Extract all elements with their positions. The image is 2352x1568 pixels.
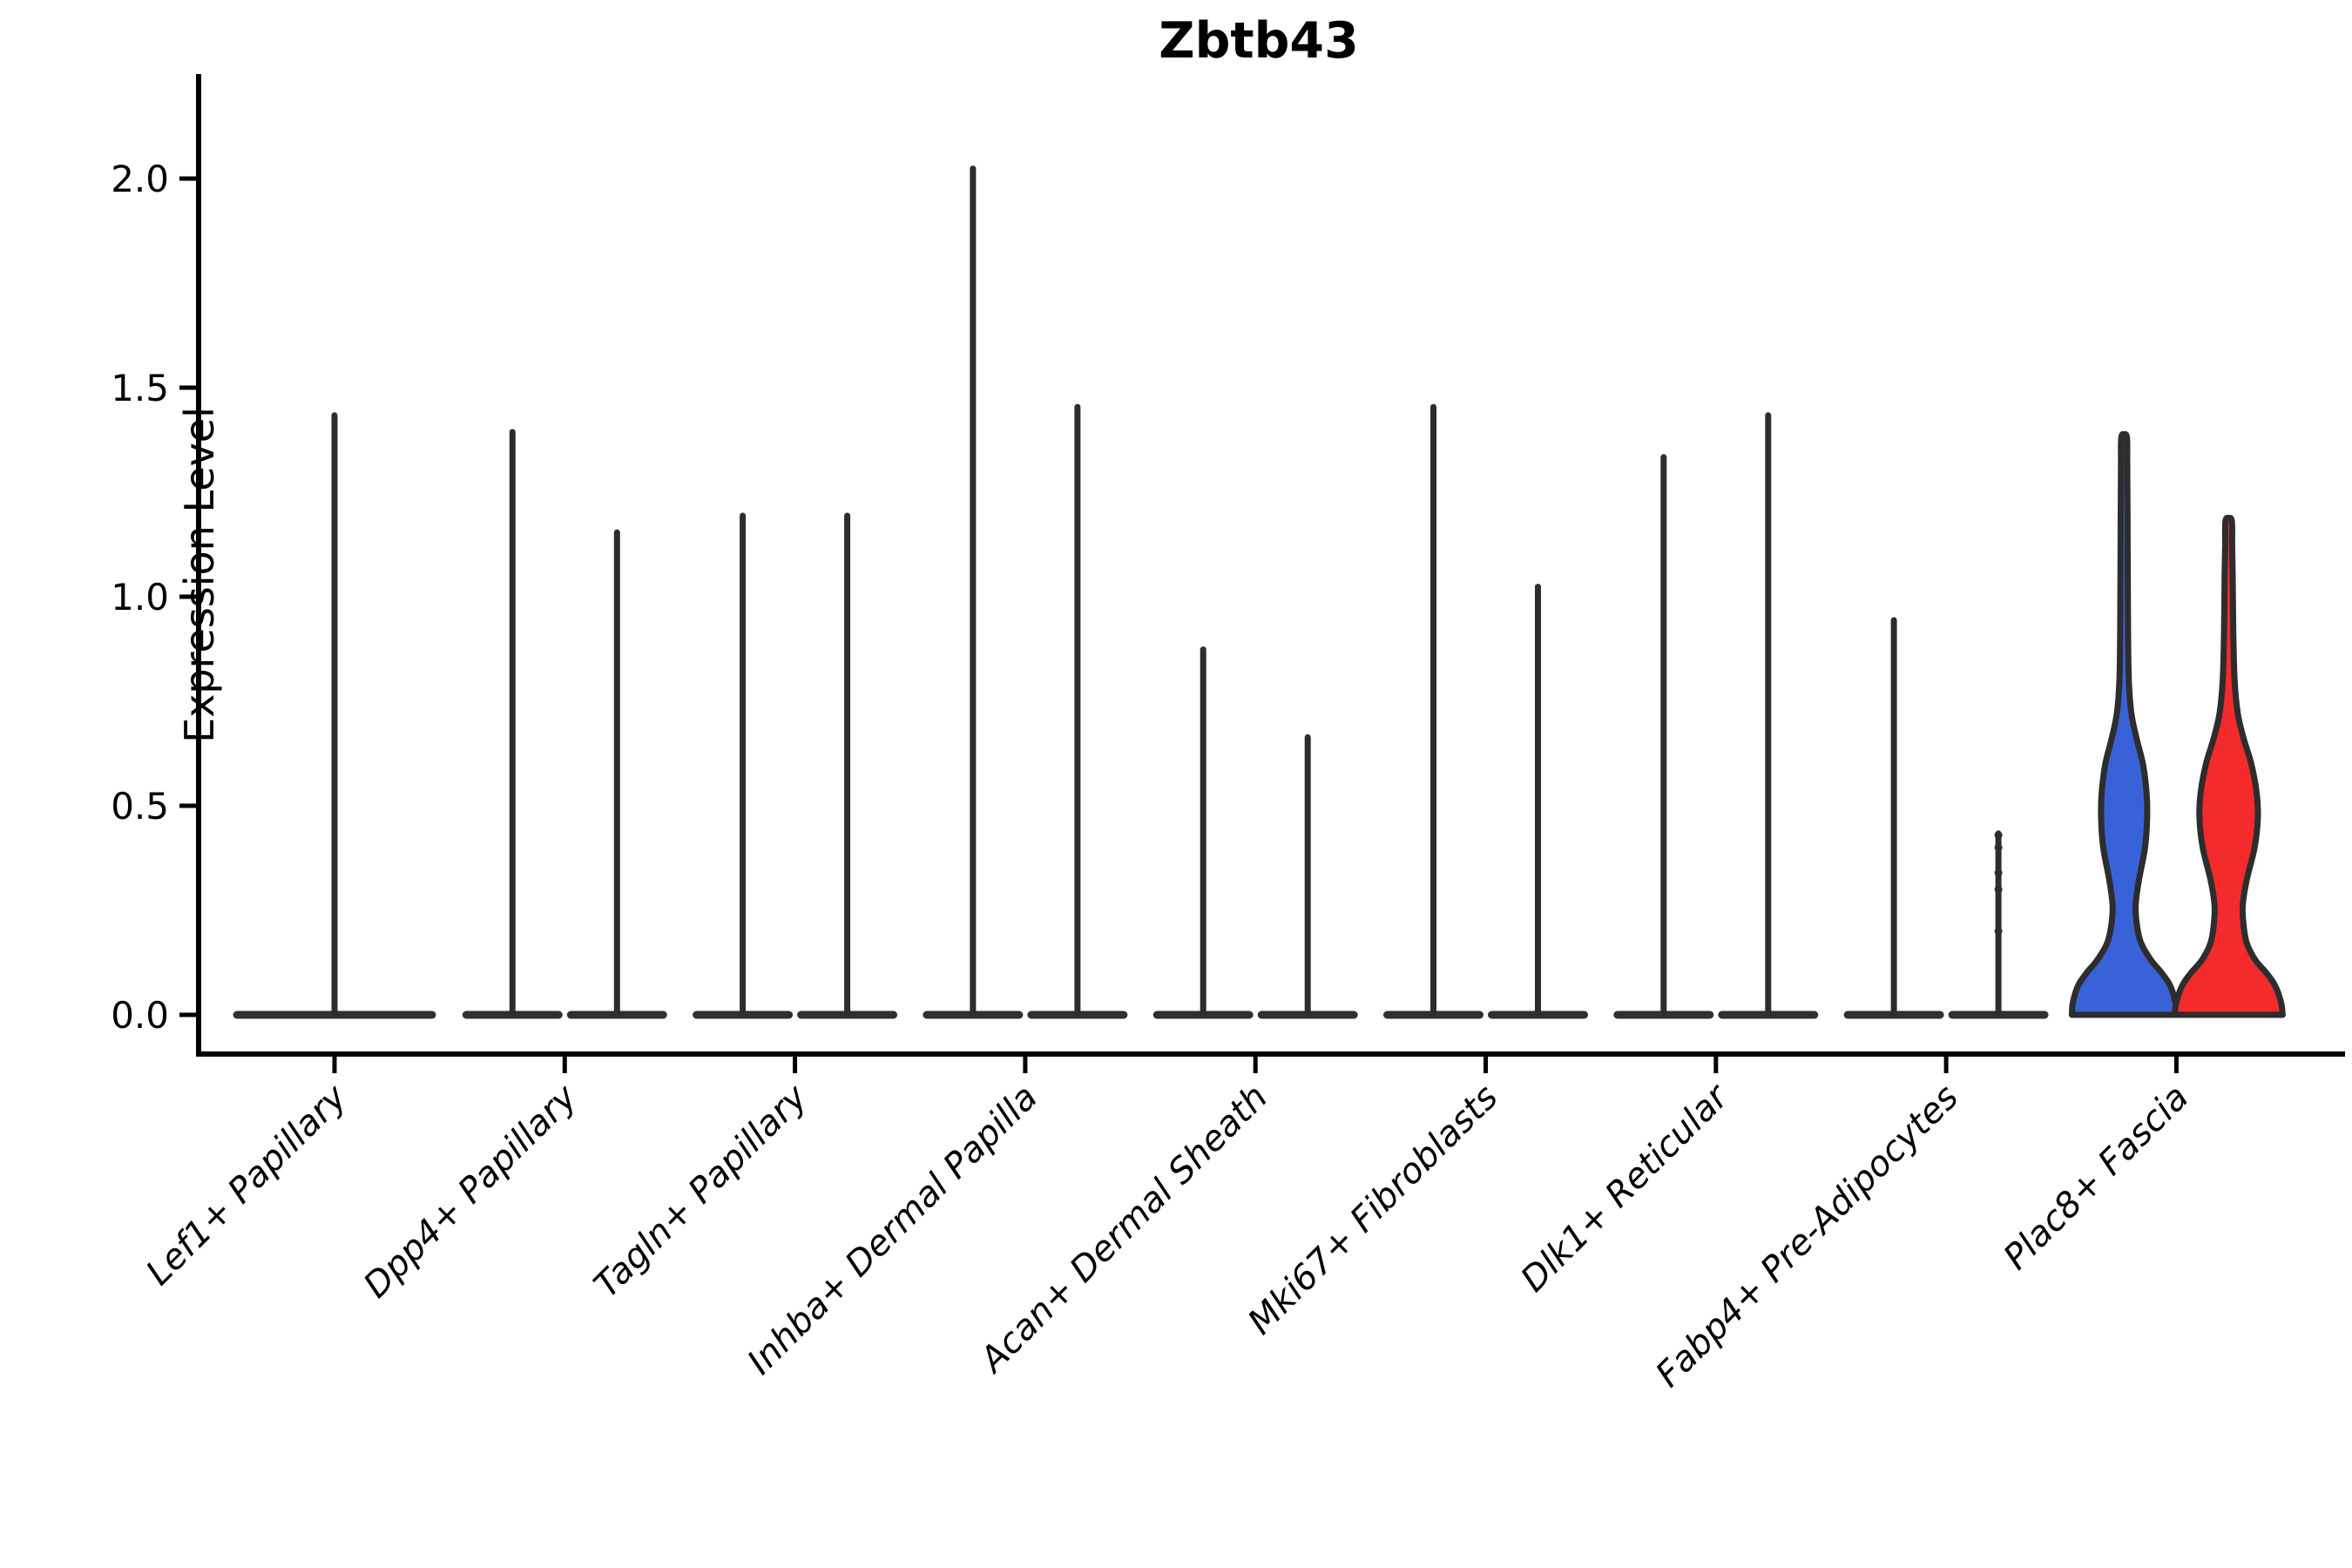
expression-point (1994, 885, 2003, 894)
expression-point (1994, 831, 2003, 840)
y-tick-label: 1.5 (111, 367, 169, 409)
y-tick-label: 0.5 (111, 785, 169, 828)
x-tick-label: Dlk1+ Reticular (1513, 1076, 1737, 1300)
x-tick-label: Lef1+ Papillary (139, 1077, 355, 1294)
expression-point (1994, 927, 2003, 936)
x-tick-label: Mki67+ Fibroblasts (1240, 1078, 1506, 1343)
x-tick-label: Plac8+ Fascia (1996, 1078, 2196, 1278)
chart-title: Zbtb43 (1159, 12, 1359, 70)
y-tick-label: 2.0 (111, 158, 169, 200)
violin-filled (2068, 430, 2180, 1018)
x-tick-label: Dpp4+ Papillary (356, 1077, 585, 1306)
x-tick-label: Tagln+ Papillary (586, 1077, 815, 1306)
y-tick-label: 0.0 (111, 994, 169, 1037)
violin-filled (2171, 514, 2286, 1018)
expression-point (1994, 843, 2003, 852)
expression-point (1994, 868, 2003, 877)
y-tick-label: 1.0 (111, 576, 169, 618)
